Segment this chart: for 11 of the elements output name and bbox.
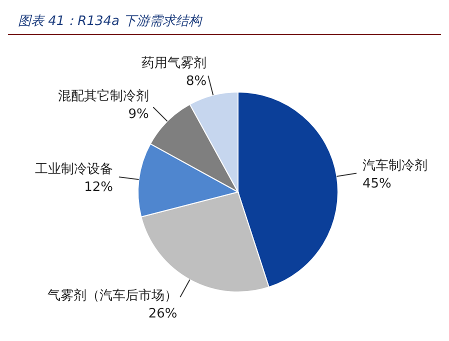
slice-label: 药用气雾剂 bbox=[142, 54, 207, 71]
slice-label: 混配其它制冷剂 bbox=[58, 88, 149, 104]
data-label: 45% bbox=[362, 176, 392, 192]
slice-label: 汽车制冷剂 bbox=[362, 157, 428, 174]
data-label: 26% bbox=[148, 306, 178, 322]
chart-title: 图表 41：R134a 下游需求结构 bbox=[8, 8, 441, 35]
data-label: 9% bbox=[128, 106, 149, 122]
slice-label: 工业制冷设备 bbox=[34, 162, 113, 178]
slice-label: 气雾剂（汽车后市场） bbox=[47, 287, 178, 304]
data-label: 8% bbox=[186, 74, 207, 89]
data-label: 12% bbox=[84, 180, 113, 196]
